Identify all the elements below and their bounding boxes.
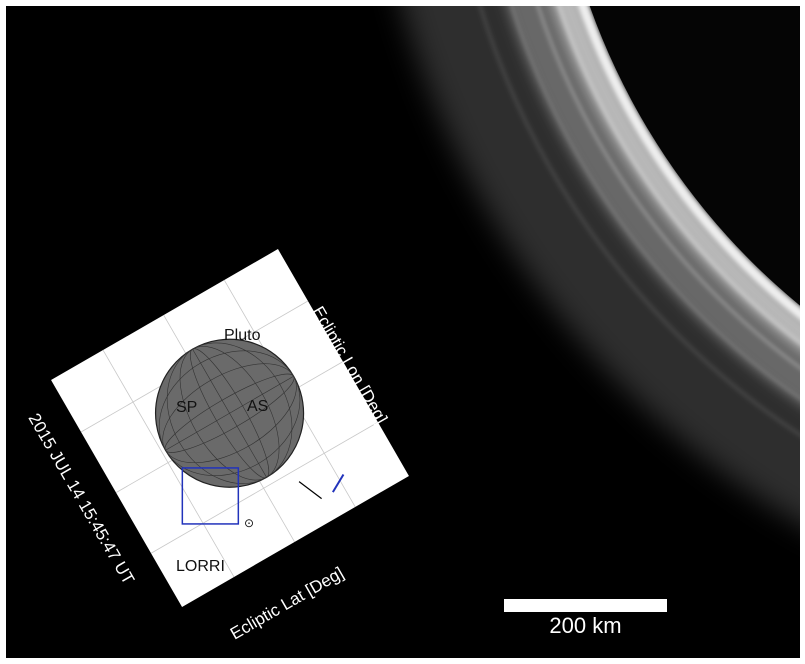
pluto-disk-dark — [589, 6, 800, 306]
sun-symbol: ⊙ — [244, 516, 255, 530]
scale-bar-label: 200 km — [549, 613, 622, 638]
pluto-globe — [154, 338, 305, 488]
subsolar-point-label: SP — [176, 399, 198, 416]
photo-frame: 200 km — [6, 6, 800, 658]
lorri-label: LORRI — [176, 558, 225, 575]
scale-bar — [504, 599, 667, 612]
lorri-field-box — [181, 467, 240, 525]
sun-direction-arrow — [298, 481, 322, 500]
inset-diagram — [80, 279, 379, 578]
pluto-label: Pluto — [224, 327, 261, 344]
geometry-inset — [51, 249, 409, 607]
lorri-legend-line — [332, 473, 345, 493]
antisolar-point-label: AS — [247, 398, 269, 415]
